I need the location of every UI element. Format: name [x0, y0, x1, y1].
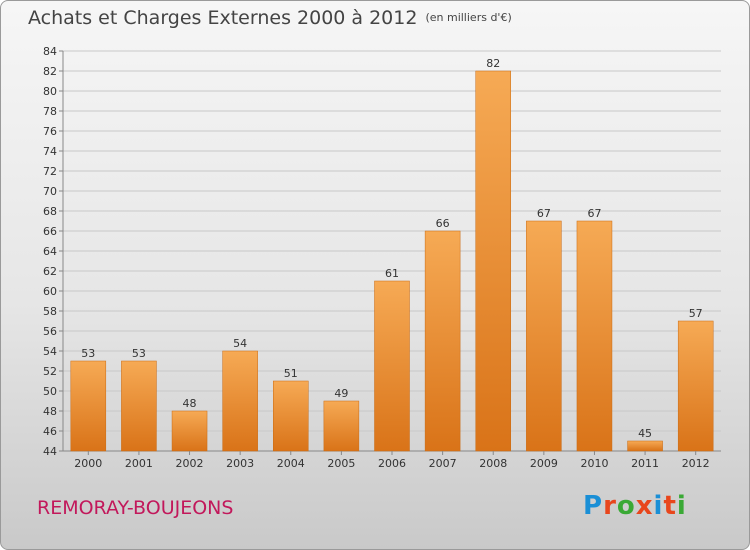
y-tick-label: 58: [43, 305, 57, 318]
bar: [526, 220, 562, 452]
bar: [424, 230, 461, 452]
x-tick-label: 2005: [327, 457, 355, 470]
data-label: 54: [233, 337, 247, 350]
bar: [374, 280, 410, 452]
x-tick-label: 2006: [378, 457, 406, 470]
y-tick-label: 80: [43, 85, 57, 98]
y-tick-label: 74: [43, 145, 57, 158]
x-tick-labels: 2000 2001 2002 2003 2004 2005 2006 2007 2008 2009…: [74, 451, 710, 470]
data-label: 66: [436, 217, 450, 230]
bars: [70, 70, 714, 452]
y-tick-label: 84: [43, 45, 57, 58]
x-tick-label: 2011: [631, 457, 659, 470]
proxiti-logo-letter: r: [603, 491, 617, 521]
y-tick-label: 82: [43, 65, 57, 78]
x-tick-label: 2008: [479, 457, 507, 470]
chart-unit: (en milliers d'€): [425, 11, 512, 24]
proxiti-logo-letter: P: [583, 491, 604, 521]
bar: [121, 360, 157, 452]
bar: [627, 440, 663, 452]
x-tick-label: 2001: [125, 457, 153, 470]
data-label: 82: [486, 57, 500, 70]
bar: [323, 400, 360, 452]
x-tick-label: 2009: [530, 457, 558, 470]
data-label: 61: [385, 267, 399, 280]
bar: [576, 220, 613, 452]
y-tick-label: 60: [43, 285, 57, 298]
proxiti-logo-letter: t: [663, 491, 677, 521]
bar: [70, 360, 107, 452]
proxiti-logo-letter: i: [653, 491, 664, 521]
chart-title: Achats et Charges Externes 2000 à 2012 (e…: [28, 7, 512, 29]
y-tick-label: 78: [43, 105, 57, 118]
x-tick-label: 2010: [580, 457, 608, 470]
data-label: 67: [587, 207, 601, 220]
y-tick-label: 66: [43, 225, 57, 238]
bar: [171, 410, 208, 452]
y-tick-label: 56: [43, 325, 57, 338]
proxiti-logo-letter: x: [635, 491, 654, 521]
data-label: 45: [638, 427, 652, 440]
bar: [273, 380, 309, 452]
y-tick-label: 50: [43, 385, 57, 398]
bar: [677, 320, 714, 452]
y-tick-label: 62: [43, 265, 57, 278]
x-tick-label: 2002: [176, 457, 204, 470]
y-tick-label: 68: [43, 205, 57, 218]
data-label: 53: [132, 347, 146, 360]
y-tick-label: 52: [43, 365, 57, 378]
bar: [222, 350, 258, 452]
data-label: 51: [284, 367, 298, 380]
data-label: 57: [689, 307, 703, 320]
y-tick-label: 64: [43, 245, 57, 258]
x-tick-label: 2003: [226, 457, 254, 470]
y-tick-label: 72: [43, 165, 57, 178]
y-tick-label: 46: [43, 425, 57, 438]
data-label: 53: [81, 347, 95, 360]
y-tick-label: 70: [43, 185, 57, 198]
proxiti-logo-letter: i: [676, 491, 687, 521]
data-label: 48: [183, 397, 197, 410]
y-tick-labels: 44 46 48 50 52 54 56 58 60 62 64 66 68 70 72 74 76 78 80 82…: [43, 45, 63, 458]
proxiti-logo-letter: o: [616, 491, 636, 521]
data-label: 49: [334, 387, 348, 400]
y-tick-label: 54: [43, 345, 57, 358]
x-tick-label: 2012: [682, 457, 710, 470]
x-tick-label: 2004: [277, 457, 305, 470]
x-tick-label: 2007: [429, 457, 457, 470]
x-tick-label: 2000: [74, 457, 102, 470]
data-labels: 53 53 48 54 51 49 61 66 82 67 67 45 57: [81, 57, 702, 440]
commune-name: REMORAY-BOUJEONS: [37, 497, 234, 519]
y-tick-label: 48: [43, 405, 57, 418]
y-tick-label: 44: [43, 445, 57, 458]
bar: [475, 70, 511, 452]
data-label: 67: [537, 207, 551, 220]
proxiti-logo: Proxiti: [583, 491, 687, 521]
y-tick-label: 76: [43, 125, 57, 138]
chart-title-text: Achats et Charges Externes 2000 à 2012: [28, 7, 418, 29]
